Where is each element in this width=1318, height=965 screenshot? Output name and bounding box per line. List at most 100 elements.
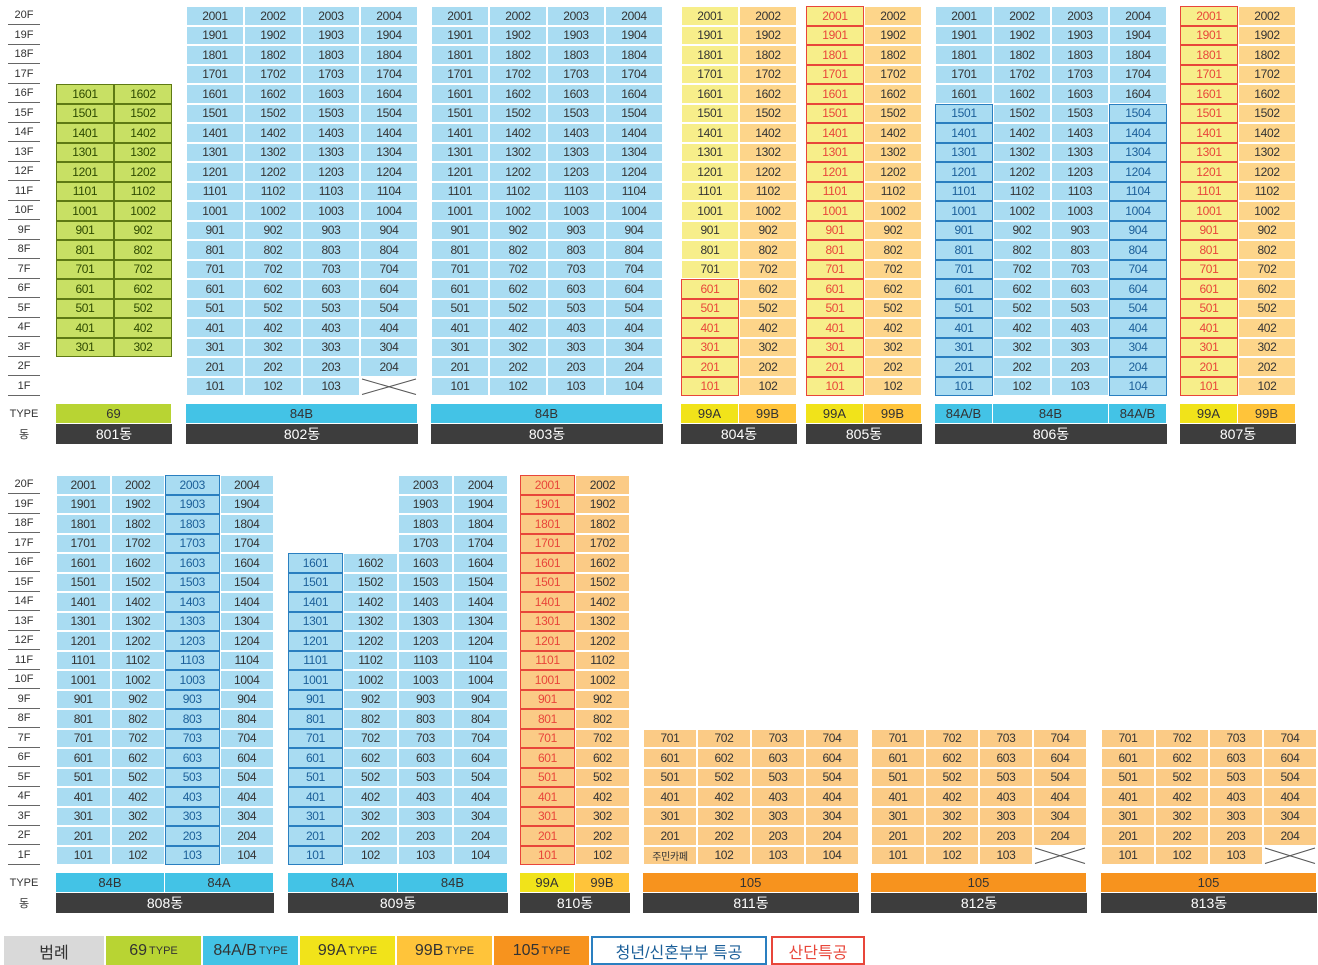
unit-cell[interactable]: 1302 (993, 142, 1051, 162)
unit-cell[interactable]: 1901 (681, 25, 739, 45)
unit-cell[interactable]: 1804 (605, 45, 663, 65)
unit-cell[interactable]: 2002 (575, 475, 630, 495)
unit-cell[interactable]: 1502 (993, 103, 1051, 123)
unit-cell[interactable]: 1602 (110, 553, 165, 573)
unit-cell[interactable]: 1601 (520, 553, 575, 573)
unit-cell[interactable]: 603 (398, 748, 453, 768)
unit-cell[interactable]: 1801 (935, 45, 993, 65)
unit-cell[interactable]: 1002 (110, 670, 165, 690)
unit-cell[interactable]: 1602 (864, 84, 922, 104)
unit-cell[interactable]: 401 (871, 787, 925, 807)
unit-cell[interactable]: 1703 (547, 64, 605, 84)
unit-cell[interactable]: 604 (453, 748, 508, 768)
unit-cell[interactable]: 403 (1051, 318, 1109, 338)
unit-cell[interactable]: 1001 (806, 201, 864, 221)
unit-cell[interactable]: 301 (871, 806, 925, 826)
unit-cell[interactable]: 1002 (739, 201, 797, 221)
unit-cell[interactable]: 301 (1180, 337, 1238, 357)
unit-cell[interactable]: 702 (343, 728, 398, 748)
unit-cell[interactable]: 1402 (343, 592, 398, 612)
unit-cell[interactable]: 1603 (165, 553, 220, 573)
unit-cell[interactable]: 2003 (1051, 6, 1109, 26)
unit-cell[interactable]: 1301 (431, 142, 489, 162)
unit-cell[interactable]: 1601 (431, 84, 489, 104)
unit-cell[interactable]: 904 (453, 689, 508, 709)
unit-cell[interactable]: 102 (110, 845, 165, 865)
unit-cell[interactable]: 1202 (244, 162, 302, 182)
unit-cell[interactable]: 803 (547, 240, 605, 260)
unit-cell[interactable]: 1202 (343, 631, 398, 651)
unit-cell[interactable]: 1801 (56, 514, 111, 534)
unit-cell[interactable]: 1004 (453, 670, 508, 690)
unit-cell[interactable]: 1402 (864, 123, 922, 143)
unit-cell[interactable]: 1502 (343, 572, 398, 592)
unit-cell[interactable]: 1202 (575, 631, 630, 651)
unit-cell[interactable]: 1501 (431, 103, 489, 123)
unit-cell[interactable]: 1701 (56, 533, 111, 553)
unit-cell[interactable]: 402 (110, 787, 165, 807)
unit-cell[interactable]: 802 (864, 240, 922, 260)
unit-cell[interactable]: 2004 (219, 475, 274, 495)
unit-cell[interactable]: 702 (864, 259, 922, 279)
unit-cell[interactable]: 202 (1155, 826, 1209, 846)
unit-cell[interactable]: 1802 (575, 514, 630, 534)
unit-cell[interactable]: 101 (1101, 845, 1155, 865)
unit-cell[interactable]: 2001 (806, 6, 864, 26)
unit-cell[interactable]: 802 (343, 709, 398, 729)
unit-cell[interactable]: 2002 (110, 475, 165, 495)
unit-cell[interactable]: 503 (547, 298, 605, 318)
unit-cell[interactable]: 204 (1109, 357, 1167, 377)
unit-cell[interactable]: 201 (520, 826, 575, 846)
unit-cell[interactable]: 202 (925, 826, 979, 846)
unit-cell[interactable]: 702 (925, 728, 979, 748)
unit-cell[interactable]: 103 (1209, 845, 1263, 865)
unit-cell[interactable]: 1502 (1238, 103, 1296, 123)
unit-cell[interactable]: 1603 (398, 553, 453, 573)
unit-cell[interactable]: 1001 (186, 201, 244, 221)
unit-cell[interactable]: 1301 (288, 611, 343, 631)
unit-cell[interactable]: 301 (431, 337, 489, 357)
unit-cell[interactable]: 1401 (56, 123, 114, 143)
unit-cell[interactable]: 801 (681, 240, 739, 260)
unit-cell[interactable]: 204 (219, 826, 274, 846)
unit-cell[interactable]: 501 (520, 767, 575, 787)
unit-cell[interactable]: 101 (871, 845, 925, 865)
unit-cell[interactable]: 1201 (520, 631, 575, 651)
unit-cell[interactable]: 302 (739, 337, 797, 357)
unit-cell[interactable]: 1504 (219, 572, 274, 592)
unit-cell[interactable]: 602 (110, 748, 165, 768)
unit-cell[interactable]: 601 (1101, 748, 1155, 768)
unit-cell[interactable]: 1301 (520, 611, 575, 631)
unit-cell[interactable]: 504 (453, 767, 508, 787)
unit-cell[interactable]: 801 (520, 709, 575, 729)
unit-cell[interactable]: 704 (1109, 259, 1167, 279)
unit-cell[interactable]: 901 (431, 220, 489, 240)
unit-cell[interactable]: 2001 (186, 6, 244, 26)
unit-cell[interactable]: 1404 (360, 123, 418, 143)
unit-cell[interactable]: 702 (244, 259, 302, 279)
unit-cell[interactable]: 803 (1051, 240, 1109, 260)
unit-cell[interactable]: 2002 (993, 6, 1051, 26)
unit-cell[interactable]: 1501 (806, 103, 864, 123)
unit-cell[interactable]: 1004 (219, 670, 274, 690)
unit-cell[interactable]: 1802 (110, 514, 165, 534)
unit-cell[interactable]: 601 (1180, 279, 1238, 299)
unit-cell[interactable]: 401 (935, 318, 993, 338)
unit-cell[interactable]: 504 (219, 767, 274, 787)
unit-cell[interactable]: 1002 (1238, 201, 1296, 221)
unit-cell[interactable]: 702 (1238, 259, 1296, 279)
unit-cell[interactable]: 701 (431, 259, 489, 279)
unit-cell[interactable]: 801 (56, 240, 114, 260)
unit-cell[interactable]: 1704 (605, 64, 663, 84)
unit-cell[interactable]: 1601 (681, 84, 739, 104)
unit-cell[interactable]: 1404 (453, 592, 508, 612)
unit-cell[interactable]: 402 (739, 318, 797, 338)
unit-cell[interactable]: 1603 (547, 84, 605, 104)
unit-cell[interactable]: 1301 (56, 611, 111, 631)
unit-cell[interactable]: 601 (186, 279, 244, 299)
unit-cell[interactable]: 1201 (681, 162, 739, 182)
unit-cell[interactable]: 1503 (302, 103, 360, 123)
unit-cell[interactable]: 302 (110, 806, 165, 826)
unit-cell[interactable]: 503 (302, 298, 360, 318)
unit-cell[interactable]: 501 (1101, 767, 1155, 787)
